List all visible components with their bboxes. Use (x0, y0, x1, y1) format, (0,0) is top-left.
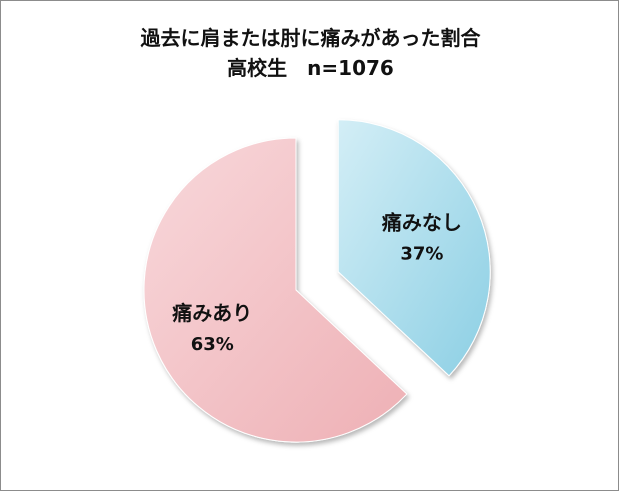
chart-subtitle: 高校生 n=1076 (227, 56, 394, 80)
pie-slice-1 (337, 119, 491, 377)
slice-label-1: 痛みなし (382, 211, 462, 235)
pie-slices (143, 119, 491, 443)
slice-label-2: 痛みあり (172, 301, 252, 325)
slice-percent-2: 63% (191, 334, 234, 355)
pie-labels: 痛みなし 37% 痛みあり 63% (172, 211, 462, 356)
chart-title: 過去に肩または肘に痛みがあった割合 (140, 26, 481, 50)
slice-percent-1: 37% (400, 244, 443, 265)
chart-title-block: 過去に肩または肘に痛みがあった割合 高校生 n=1076 (1, 23, 619, 83)
pie-slice-2 (143, 137, 408, 443)
